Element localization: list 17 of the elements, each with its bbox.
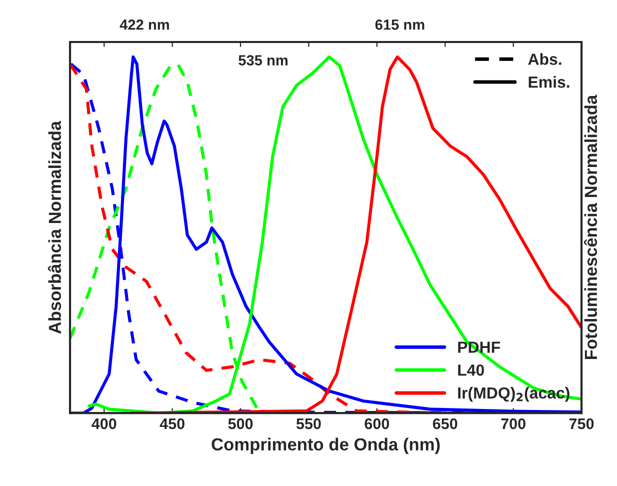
x-tick-label: 750 [569, 418, 594, 430]
x-tick-label: 650 [432, 418, 458, 430]
y2-axis-title: Fotoluminescência Normalizada [584, 94, 598, 360]
x-tick-label: 700 [501, 418, 526, 430]
x-tick-label: 550 [296, 418, 321, 430]
y-axis-title: Absorbância Normalizada [48, 120, 62, 334]
text: 422 nm [120, 20, 169, 30]
annotation: Emis. [528, 76, 570, 88]
x-tick-label: 500 [228, 418, 253, 430]
legend-label: L40 [458, 364, 484, 376]
annotation: Abs. [528, 53, 562, 65]
annotation: 535 nm [238, 55, 288, 66]
x-tick-label: 450 [160, 418, 184, 430]
text: 615 nm [375, 20, 424, 30]
x-tick-label: 600 [364, 418, 390, 430]
x-axis-title: Comprimento de Onda (nm) [212, 438, 440, 454]
x-tick-label: 400 [92, 418, 116, 430]
